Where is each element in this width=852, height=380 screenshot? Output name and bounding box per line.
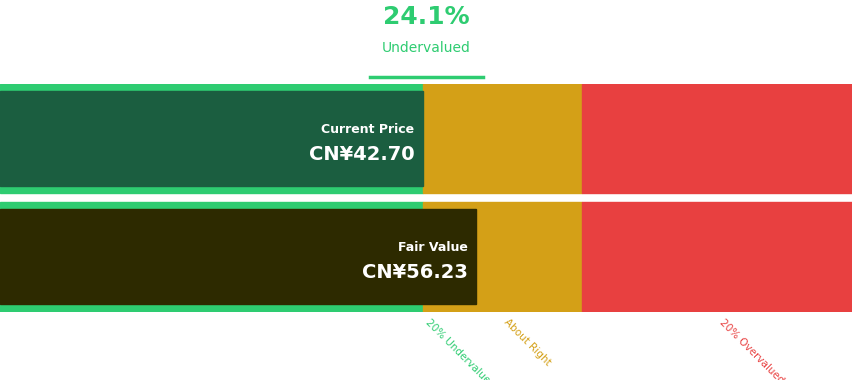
Text: About Right: About Right [502, 317, 552, 368]
Bar [423, 84, 581, 193]
Bar [0, 202, 423, 312]
Bar [0, 91, 423, 186]
Bar [0, 209, 475, 304]
Text: 20% Overvalued: 20% Overvalued [717, 317, 785, 380]
Text: Fair Value: Fair Value [397, 241, 467, 254]
Bar [581, 84, 852, 193]
Bar [581, 202, 852, 312]
Text: CN¥42.70: CN¥42.70 [308, 145, 414, 164]
Text: Current Price: Current Price [321, 123, 414, 136]
Bar [423, 202, 581, 312]
Text: Undervalued: Undervalued [382, 41, 470, 55]
Bar [0, 84, 423, 193]
Text: 24.1%: 24.1% [383, 5, 469, 29]
Text: CN¥56.23: CN¥56.23 [361, 263, 467, 282]
Text: 20% Undervalued: 20% Undervalued [423, 317, 495, 380]
